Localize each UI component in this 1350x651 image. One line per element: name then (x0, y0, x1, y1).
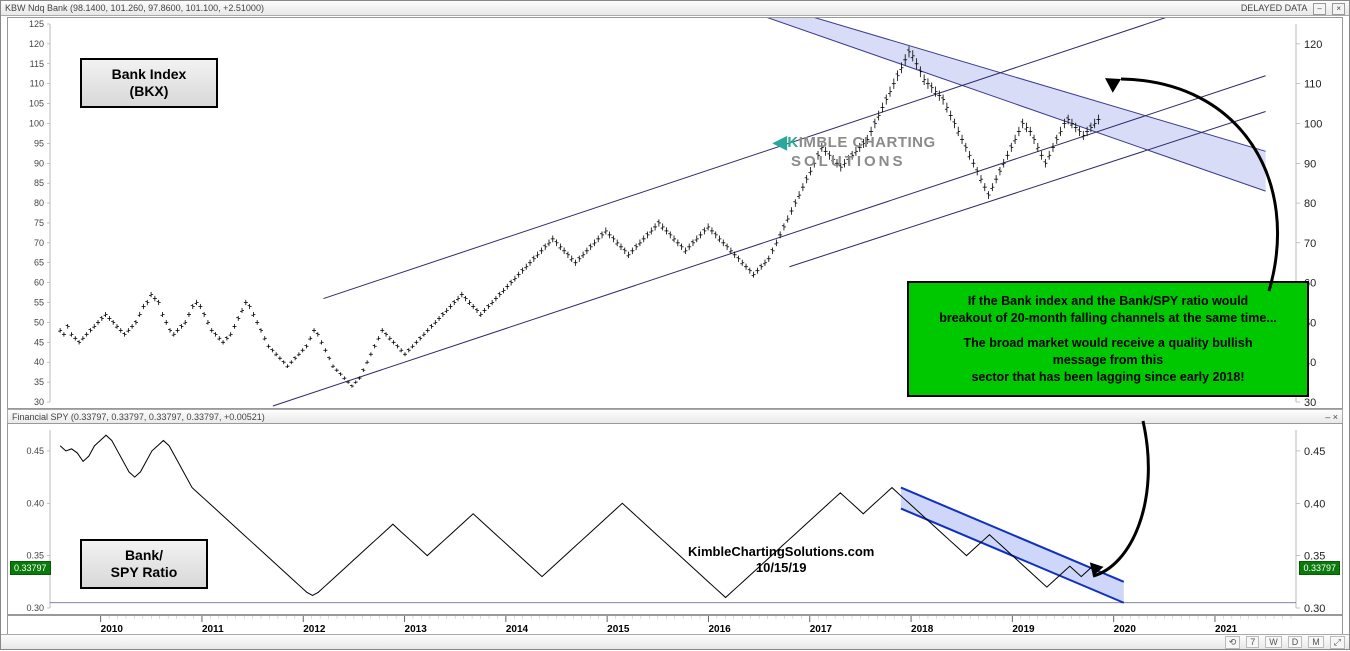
svg-text:0.45: 0.45 (1304, 446, 1325, 458)
svg-text:45: 45 (34, 337, 44, 347)
tb-item[interactable]: D (1288, 636, 1303, 648)
svg-text:0.45: 0.45 (26, 446, 44, 456)
svg-text:70: 70 (34, 238, 44, 248)
ratio-ticker-summary: Financial SPY (0.33797, 0.33797, 0.33797… (12, 410, 265, 424)
bottom-chart-title-box: Bank/SPY Ratio (80, 539, 208, 589)
svg-text:90: 90 (1304, 158, 1316, 170)
sub-close-button[interactable]: × (1333, 412, 1338, 422)
window-titlebar: KBW Ndq Bank (98.1400, 101.260, 97.8600,… (1, 1, 1349, 16)
last-price-tag-left: 0.33797 (10, 561, 51, 575)
last-price-tag-right: 0.33797 (1299, 561, 1340, 575)
svg-text:105: 105 (29, 99, 44, 109)
tb-item[interactable]: 7 (1246, 636, 1259, 648)
tb-item[interactable]: ⟲ (1225, 636, 1241, 649)
svg-text:120: 120 (29, 39, 44, 49)
bottom-chart-svg: 0.300.300.350.350.400.400.450.45 (8, 424, 1344, 614)
svg-text:65: 65 (34, 258, 44, 268)
top-chart-title-box: Bank Index(BKX) (80, 58, 218, 108)
svg-text:80: 80 (1304, 198, 1316, 210)
svg-text:95: 95 (34, 138, 44, 148)
annotation-callout: If the Bank index and the Bank/SPY ratio… (907, 281, 1309, 397)
svg-text:110: 110 (30, 79, 44, 89)
svg-text:125: 125 (29, 19, 44, 29)
svg-text:30: 30 (1304, 397, 1316, 408)
sub-min-button[interactable]: – (1325, 412, 1330, 422)
svg-text:75: 75 (34, 218, 44, 228)
tb-item[interactable]: W (1265, 636, 1282, 648)
svg-text:40: 40 (34, 357, 44, 367)
bottom-chart-panel: 0.300.300.350.350.400.400.450.45 Bank/SP… (7, 423, 1343, 615)
minimize-button[interactable]: – (1313, 3, 1325, 15)
bottom-toolbar: ⟲ 7 W D M ⤢ (1, 634, 1349, 649)
ticker-summary: KBW Ndq Bank (98.1400, 101.260, 97.8600,… (5, 1, 264, 15)
svg-text:110: 110 (1304, 79, 1322, 91)
sub-titlebar-right: – × (1325, 410, 1338, 424)
svg-text:115: 115 (30, 59, 44, 69)
svg-text:90: 90 (34, 158, 44, 168)
chart-window: KBW Ndq Bank (98.1400, 101.260, 97.8600,… (0, 0, 1350, 650)
tb-item[interactable]: ⤢ (1330, 636, 1345, 649)
site-url-label: KimbleChartingSolutions.com10/15/19 (688, 544, 874, 577)
svg-text:60: 60 (34, 278, 44, 288)
close-button[interactable]: × (1332, 3, 1345, 15)
bottom-panel-titlebar: Financial SPY (0.33797, 0.33797, 0.33797… (7, 409, 1343, 424)
svg-text:0.35: 0.35 (26, 551, 44, 561)
titlebar-right: DELAYED DATA – × (1241, 1, 1345, 15)
tb-item[interactable]: M (1308, 636, 1324, 648)
svg-text:55: 55 (34, 298, 44, 308)
svg-text:100: 100 (29, 118, 44, 128)
time-axis-svg: 2010201120122013201420152016201720182019… (8, 616, 1344, 636)
svg-text:30: 30 (34, 397, 44, 407)
svg-text:0.30: 0.30 (1304, 603, 1325, 614)
svg-text:50: 50 (34, 317, 44, 327)
svg-text:85: 85 (34, 178, 44, 188)
svg-text:70: 70 (1304, 238, 1316, 250)
svg-text:80: 80 (34, 198, 44, 208)
kimble-watermark: ◀KIMBLE CHARTINGSOLUTIONS (773, 132, 936, 170)
svg-text:0.40: 0.40 (1304, 498, 1325, 510)
svg-text:0.40: 0.40 (26, 498, 44, 508)
svg-text:120: 120 (1304, 39, 1322, 51)
svg-text:100: 100 (1304, 118, 1322, 130)
svg-text:35: 35 (34, 377, 44, 387)
svg-text:0.30: 0.30 (26, 603, 44, 613)
